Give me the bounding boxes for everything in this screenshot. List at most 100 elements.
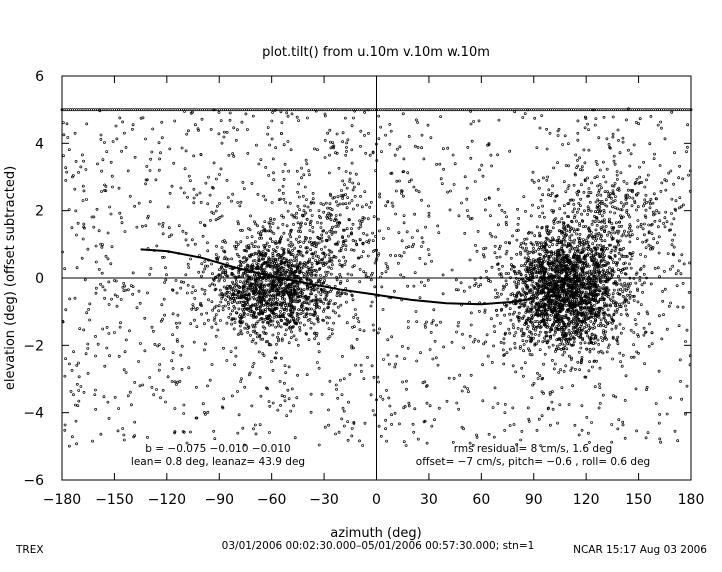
scatter-point [612,394,615,398]
scatter-point [372,375,376,379]
scatter-point [352,346,355,350]
scatter-point [88,318,91,322]
scatter-point [291,325,295,329]
scatter-point [264,253,267,257]
scatter-point [186,195,189,199]
scatter-point [400,189,403,193]
scatter-point [658,275,661,278]
scatter-point [521,316,525,320]
scatter-point [575,288,578,292]
scatter-point [535,313,539,317]
scatter-point [430,424,434,428]
scatter-point [653,267,657,270]
scatter-point [614,395,618,399]
scatter-point [547,254,551,258]
scatter-point [637,122,640,126]
scatter-point [537,308,540,312]
scatter-point [560,326,564,330]
scatter-point [242,443,246,447]
scatter-point [310,292,314,296]
scatter-point [604,291,608,295]
scatter-point [384,133,388,137]
scatter-point [209,218,212,222]
scatter-point [126,394,130,398]
scatter-point [615,170,619,173]
scatter-point [284,328,288,332]
scatter-point [529,330,533,334]
scatter-point [481,363,485,367]
scatter-point [225,321,229,325]
scatter-point [325,293,329,297]
scatter-point [545,325,549,329]
scatter-point [569,286,573,290]
scatter-point [235,301,239,305]
scatter-point [393,411,397,415]
scatter-point [505,351,509,355]
scatter-point [591,219,595,223]
scatter-point [345,300,348,304]
scatter-point [578,329,581,333]
scatter-point [122,368,126,372]
scatter-point [500,208,504,212]
scatter-point [412,242,416,246]
scatter-point [295,396,299,400]
scatter-point [495,313,499,317]
scatter-point [221,406,225,410]
scatter-point [202,322,206,326]
scatter-point [505,249,509,253]
scatter-point [295,257,298,260]
scatter-point [606,295,610,299]
scatter-point [67,208,71,212]
scatter-point [315,332,319,335]
scatter-point [600,306,603,310]
scatter-point [583,299,587,302]
scatter-point [272,259,276,263]
scatter-point [618,257,622,261]
scatter-point [466,387,470,390]
scatter-point [520,293,523,297]
scatter-point [243,279,247,283]
scatter-point [258,376,262,379]
scatter-point [541,211,545,215]
scatter-point [430,321,434,325]
scatter-point [329,299,332,303]
scatter-point [145,178,149,182]
scatter-point [361,444,365,447]
scatter-point [283,282,287,286]
scatter-point [566,342,569,346]
scatter-point [539,320,543,324]
scatter-point [226,300,230,304]
scatter-point [388,404,392,408]
scatter-point [264,290,267,294]
scatter-point [647,344,651,348]
scatter-point [552,221,556,225]
scatter-point [326,270,330,274]
scatter-point [532,382,536,385]
scatter-point [322,281,326,285]
scatter-point [535,274,539,278]
scatter-point [245,308,249,311]
scatter-point [544,251,548,255]
scatter-point [531,273,535,277]
scatter-point [243,312,246,315]
scatter-point [380,285,384,289]
scatter-point [312,201,316,205]
scatter-point [496,402,500,405]
scatter-point [237,274,241,278]
scatter-point [657,421,661,425]
scatter-point [568,250,572,254]
scatter-point [486,143,490,147]
scatter-point [110,174,114,178]
scatter-point [624,374,628,378]
scatter-point [244,293,248,297]
scatter-point [599,259,603,263]
scatter-point [508,424,512,427]
scatter-point [505,215,508,219]
scatter-point [314,273,318,277]
scatter-point [547,263,551,267]
scatter-point [477,339,480,343]
scatter-point [622,179,626,183]
scatter-point [118,211,122,215]
scatter-point [372,249,375,253]
scatter-point [601,393,605,397]
